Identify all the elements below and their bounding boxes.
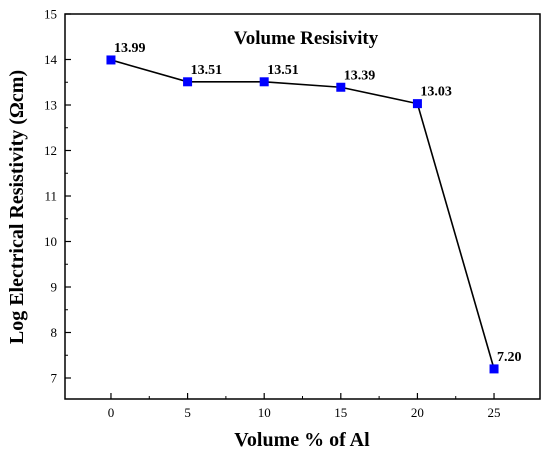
x-tick-label: 10 [258, 405, 271, 420]
data-label: 7.20 [497, 350, 521, 365]
data-label: 13.03 [420, 85, 452, 100]
data-point [336, 82, 346, 92]
y-axis-title: Log Electrical Resistivity (Ωcm) [6, 70, 28, 344]
data-point [259, 77, 269, 87]
data-point [183, 77, 193, 87]
data-label: 13.39 [344, 68, 376, 83]
series-1: 13.99 13.51 13.51 13.39 13.03 7.20 [106, 41, 522, 374]
x-tick-label: 25 [488, 405, 501, 420]
x-axis: 0 5 10 15 20 25 [108, 393, 501, 420]
plot-frame [64, 13, 541, 400]
data-point [106, 55, 116, 65]
x-tick-label: 15 [334, 405, 347, 420]
data-label: 13.99 [114, 41, 146, 56]
data-point [412, 99, 422, 109]
x-tick-label: 5 [184, 405, 191, 420]
y-tick-label: 15 [44, 7, 57, 22]
data-label: 13.51 [267, 63, 299, 78]
series-line [110, 59, 495, 370]
y-tick-label: 12 [44, 143, 57, 158]
x-tick-label: 20 [411, 405, 424, 420]
chart-title: Volume Resisivity [234, 28, 379, 49]
y-tick-label: 13 [44, 98, 57, 113]
y-tick-label: 8 [51, 325, 58, 340]
y-tick-label: 9 [51, 280, 58, 295]
y-tick-label: 14 [44, 52, 58, 67]
x-tick-label: 0 [108, 405, 115, 420]
y-tick-label: 7 [51, 371, 58, 386]
data-label: 13.51 [191, 63, 223, 78]
x-axis-title: Volume % of Al [234, 429, 370, 451]
y-tick-label: 10 [44, 234, 57, 249]
y-axis: 7 8 9 10 11 12 13 14 15 [44, 7, 71, 386]
data-point [489, 364, 499, 374]
y-tick-label: 11 [44, 189, 57, 204]
